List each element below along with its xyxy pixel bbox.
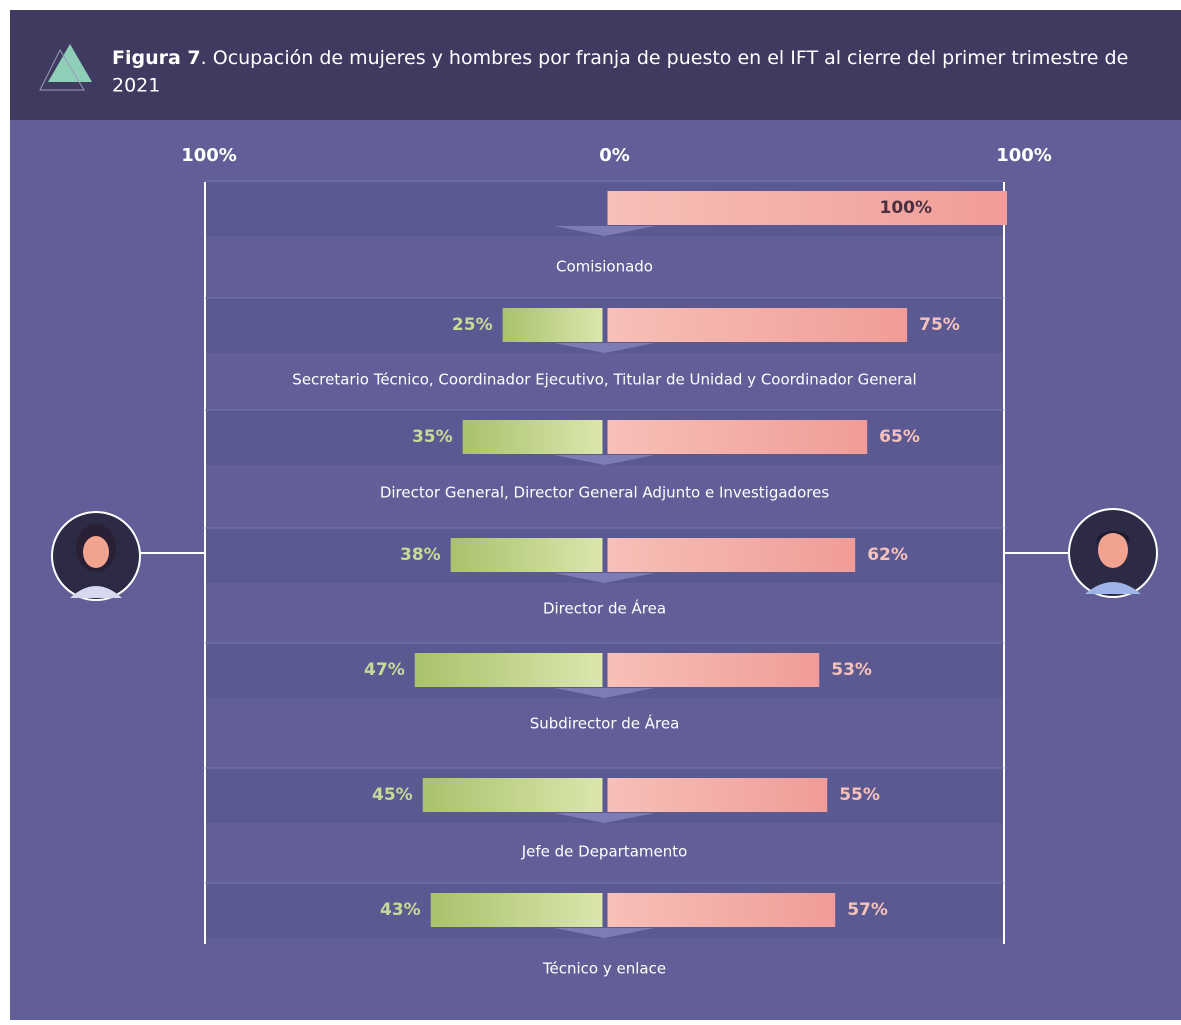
title-text: . Ocupación de mujeres y hombres por fra… (201, 47, 1129, 69)
women-bar (415, 653, 603, 687)
women-bar (423, 778, 603, 812)
women-bar (503, 308, 603, 342)
women-bar (431, 893, 603, 927)
men-bar (608, 893, 836, 927)
men-bar (608, 778, 828, 812)
men-bar (608, 420, 868, 454)
category-label: Comisionado (556, 258, 653, 276)
women-value-label: 43% (380, 900, 421, 920)
women-bar (451, 538, 603, 572)
women-value-label: 38% (400, 545, 441, 565)
women-bar (463, 420, 603, 454)
category-label: Director General, Director General Adjun… (380, 484, 829, 502)
men-bar (608, 538, 856, 572)
category-label: Director de Área (543, 599, 666, 618)
x-tick-label: 100% (996, 145, 1052, 166)
figure-label: Figura 7 (112, 47, 201, 69)
title-line2: 2021 (112, 75, 160, 97)
men-bar (608, 653, 820, 687)
women-value-label: 45% (372, 785, 413, 805)
women-value-label: 25% (452, 315, 493, 335)
women-value-label: 35% (412, 427, 453, 447)
category-label: Secretario Técnico, Coordinador Ejecutiv… (292, 371, 916, 389)
category-label: Subdirector de Área (530, 714, 680, 733)
chart: Figura 7. Ocupación de mujeres y hombres… (0, 0, 1181, 1021)
x-tick-label: 0% (599, 145, 630, 166)
men-value-label: 53% (831, 660, 872, 680)
figure-title: Figura 7. Ocupación de mujeres y hombres… (112, 47, 1128, 69)
x-tick-label: 100% (181, 145, 237, 166)
men-value-label: 65% (879, 427, 920, 447)
category-label: Técnico y enlace (542, 960, 666, 978)
men-value-label: 55% (839, 785, 880, 805)
men-value-label: 57% (847, 900, 888, 920)
men-bar (608, 191, 1008, 225)
women-value-label: 47% (364, 660, 405, 680)
men-value-label: 62% (867, 545, 908, 565)
men-value-label: 75% (919, 315, 960, 335)
category-label: Jefe de Departamento (521, 843, 688, 861)
men-value-label: 100% (879, 198, 932, 218)
men-bar (608, 308, 908, 342)
